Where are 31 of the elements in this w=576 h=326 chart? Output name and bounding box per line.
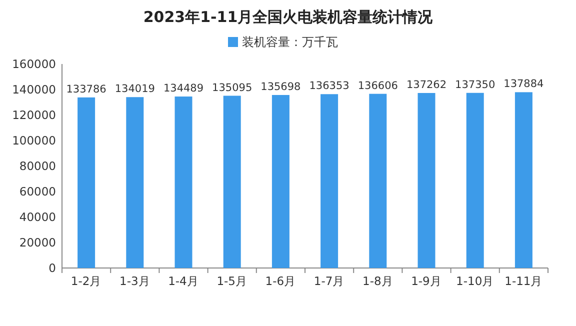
y-tick-label: 40000 <box>19 210 56 224</box>
x-tick-label: 1-4月 <box>168 274 199 288</box>
chart-title: 2023年1-11月全国火电装机容量统计情况 <box>143 8 434 26</box>
y-tick-label: 20000 <box>19 236 56 250</box>
data-label: 134019 <box>114 83 155 96</box>
data-label: 134489 <box>163 82 204 95</box>
y-tick-label: 140000 <box>12 82 56 96</box>
data-label: 133786 <box>66 83 107 96</box>
x-tick-label: 1-8月 <box>362 274 394 288</box>
x-tick-label: 1-11月 <box>504 274 543 288</box>
legend-label: 装机容量：万千瓦 <box>242 35 338 49</box>
y-tick-label: 160000 <box>12 57 56 71</box>
data-label: 137262 <box>406 78 447 91</box>
data-label: 136606 <box>358 80 398 92</box>
x-tick-label: 1-7月 <box>314 274 345 288</box>
data-label: 136353 <box>309 80 350 92</box>
x-tick-label: 1-5月 <box>216 274 248 288</box>
x-tick-label: 1-6月 <box>265 274 296 288</box>
x-tick-label: 1-9月 <box>411 274 442 288</box>
data-label: 137884 <box>504 78 544 90</box>
y-tick-label: 60000 <box>19 184 56 198</box>
y-tick-label: 80000 <box>19 159 56 173</box>
data-label: 135698 <box>260 80 301 93</box>
x-tick-label: 1-3月 <box>120 274 150 288</box>
y-tick-label: 0 <box>48 261 56 275</box>
y-tick-label: 120000 <box>12 108 56 122</box>
x-tick-label: 1-10月 <box>456 274 494 288</box>
data-label: 137350 <box>455 78 496 91</box>
x-tick-label: 1-2月 <box>70 274 102 288</box>
y-tick-label: 100000 <box>12 134 56 148</box>
data-label: 135095 <box>212 82 252 94</box>
